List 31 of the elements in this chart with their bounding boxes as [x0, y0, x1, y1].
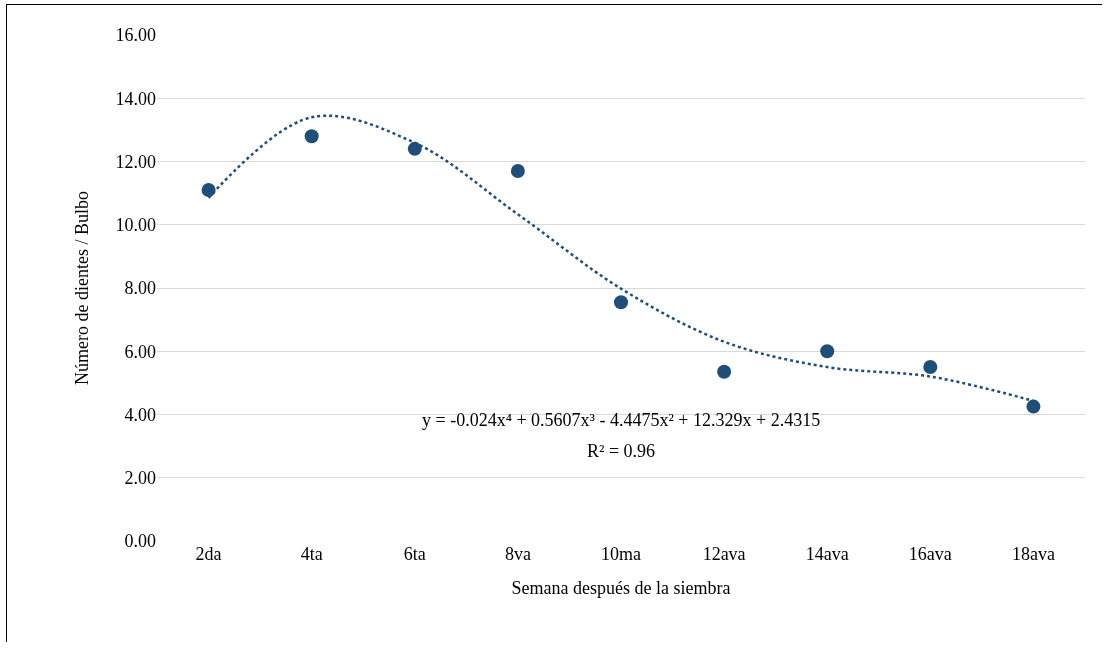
- point: [614, 295, 628, 310]
- x-tick-label: 14ava: [805, 544, 849, 564]
- point: [304, 129, 319, 144]
- y-axis-title: Número de dientes / Bulbo: [71, 191, 92, 385]
- y-tick-label: 8.00: [124, 278, 156, 299]
- y-tick-label: 2.00: [124, 468, 156, 489]
- point: [407, 141, 422, 156]
- x-tick-label: 2da: [195, 544, 222, 564]
- y-tick-label: 12.00: [115, 151, 156, 172]
- x-tick-label: 8va: [504, 544, 531, 564]
- annotation: y = -0.024x⁴ + 0.5607x³ - 4.4475x² + 12.329x + 2.4315: [422, 410, 821, 430]
- point: [510, 163, 525, 178]
- point: [717, 364, 732, 379]
- x-tick-label: 18ava: [1011, 544, 1055, 564]
- annotation: R² = 0.96: [587, 441, 656, 461]
- y-tick-label: 0.00: [124, 531, 156, 552]
- y-tick-label: 16.00: [115, 25, 156, 46]
- y-tick-label: 14.00: [115, 88, 156, 109]
- y-tick-label: 10.00: [115, 215, 156, 236]
- y-tick-label: 6.00: [124, 341, 156, 362]
- x-tick-label: 4ta: [300, 544, 323, 564]
- point: [201, 182, 216, 197]
- y-tick-label: 4.00: [124, 404, 156, 425]
- x-tick-label: 6ta: [403, 544, 426, 564]
- x-tick-label: 12ava: [702, 544, 746, 564]
- point: [820, 344, 835, 359]
- x-axis-title: Semana después de la siembra: [511, 578, 731, 599]
- point: [923, 360, 938, 375]
- x-tick-label: 10ma: [601, 544, 641, 564]
- point: [1026, 399, 1041, 414]
- x-tick-label: 16ava: [908, 544, 952, 564]
